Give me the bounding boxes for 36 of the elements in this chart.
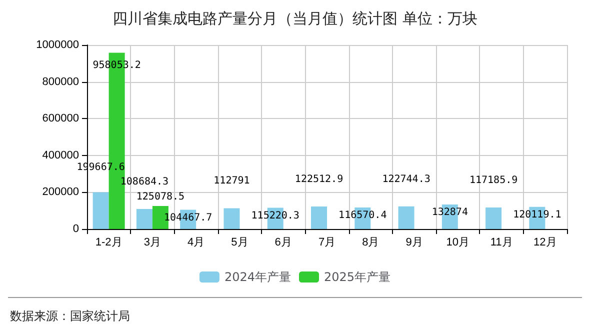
x-tick-label: 12月 bbox=[534, 236, 557, 248]
legend-label: 2025年产量 bbox=[324, 270, 391, 284]
bar bbox=[92, 192, 109, 229]
source-note: 数据来源：国家统计局 bbox=[10, 308, 130, 325]
bar bbox=[486, 207, 502, 229]
data-label: 117185.9 bbox=[469, 174, 518, 186]
y-tick-label: 1000000 bbox=[36, 39, 79, 51]
y-tick-label: 400000 bbox=[42, 149, 79, 162]
x-tick-label: 11月 bbox=[490, 236, 513, 248]
x-tick-label: 3月 bbox=[144, 236, 162, 248]
x-tick-label: 6月 bbox=[274, 236, 292, 248]
y-tick-label: 200000 bbox=[42, 186, 79, 198]
bar bbox=[398, 206, 414, 229]
y-tick-label: 0 bbox=[72, 223, 79, 235]
bar bbox=[136, 209, 152, 229]
x-tick-label: 8月 bbox=[362, 236, 380, 248]
data-label: 125078.5 bbox=[136, 191, 185, 202]
chart-title: 四川省集成电路产量分月（当月值）统计图 单位：万块 bbox=[112, 10, 478, 28]
data-label: 132874 bbox=[432, 207, 468, 218]
x-tick-label: 4月 bbox=[188, 236, 205, 248]
data-label: 122744.3 bbox=[382, 174, 430, 185]
x-tick-label: 7月 bbox=[318, 236, 336, 248]
legend-label: 2024年产量 bbox=[224, 270, 292, 284]
y-tick-label: 600000 bbox=[42, 112, 79, 125]
x-tick-label: 10月 bbox=[446, 236, 470, 248]
data-label: 120119.1 bbox=[513, 209, 562, 220]
data-label: 112791 bbox=[214, 176, 250, 187]
bar bbox=[311, 206, 327, 229]
data-label: 116570.4 bbox=[338, 210, 387, 222]
bar bbox=[224, 208, 240, 229]
y-tick-label: 800000 bbox=[42, 76, 79, 88]
data-label: 115220.3 bbox=[251, 210, 300, 222]
data-label: 122512.9 bbox=[294, 174, 344, 185]
x-tick-label: 1-2月 bbox=[95, 236, 122, 248]
x-tick-label: 9月 bbox=[406, 236, 423, 248]
x-tick-label: 5月 bbox=[231, 236, 248, 248]
